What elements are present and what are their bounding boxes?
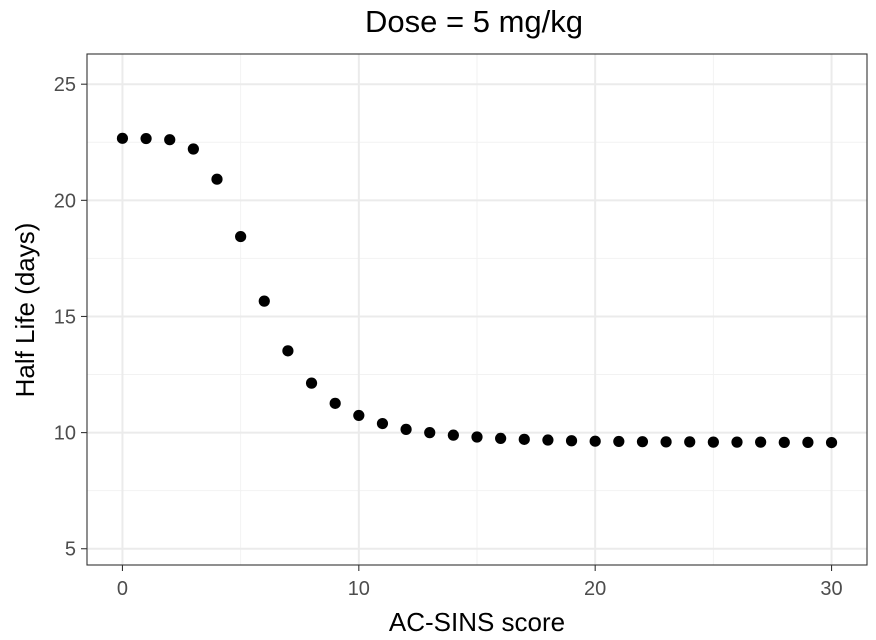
x-axis-title: AC-SINS score [389,607,565,637]
x-tick-label: 0 [117,578,128,600]
data-point [329,397,341,409]
x-tick-label: 20 [584,578,606,600]
y-tick-label: 15 [54,306,76,328]
x-tick-label: 30 [820,578,842,600]
chart-title: Dose = 5 mg/kg [365,4,583,39]
y-axis-title: Half Life (days) [10,223,40,398]
data-point [613,435,625,448]
data-point [825,436,838,449]
data-point [518,433,530,445]
data-point [447,429,459,441]
data-point [376,417,389,430]
y-tick-label: 25 [54,74,76,96]
data-point [353,409,365,422]
data-point [424,427,436,439]
x-axis-ticks: 0 10 20 30 [117,565,843,600]
data-point [589,435,601,447]
x-tick-label: 10 [348,578,370,600]
data-point [778,436,790,448]
data-point [164,134,176,146]
plot-panel-border [86,53,868,566]
y-tick-label: 10 [54,423,76,445]
data-point [471,431,483,443]
data-point [731,436,743,448]
data-point [660,436,672,448]
data-point [542,434,554,446]
data-point [636,436,649,448]
data-point [282,345,294,357]
minor-gridlines [87,54,867,565]
data-point [258,295,270,307]
data-point [211,173,223,185]
data-point [707,436,719,448]
data-point [495,432,507,445]
data-point [187,143,199,155]
y-axis-ticks: 5 10 15 20 25 [54,74,87,561]
data-point [235,230,247,243]
y-tick-label: 20 [54,190,76,212]
data-point [755,436,767,448]
data-point [116,132,129,144]
data-point [140,132,152,145]
data-point [684,436,696,448]
data-points [116,132,838,449]
data-point [400,423,412,435]
data-point [565,435,578,447]
y-tick-label: 5 [65,539,76,561]
data-point [305,377,318,389]
data-point [802,436,814,448]
